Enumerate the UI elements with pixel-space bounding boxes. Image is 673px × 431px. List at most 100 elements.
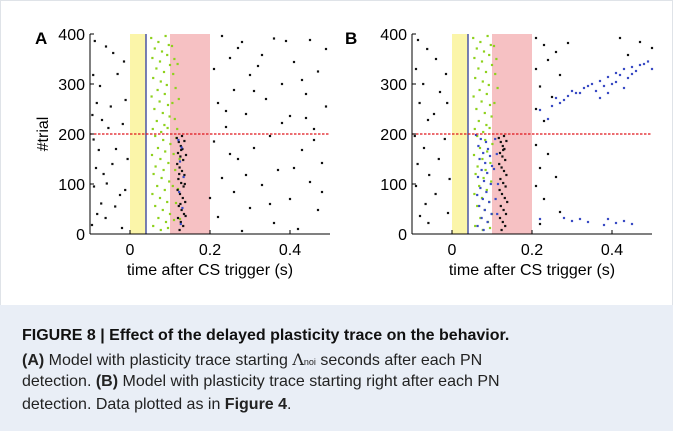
data-point <box>505 173 508 177</box>
data-point <box>566 94 570 98</box>
data-point <box>160 50 164 53</box>
data-point <box>626 76 630 80</box>
data-point <box>124 98 127 102</box>
chart-panel-a: 0 100 200 300 400 0 0.2 0.4 time after CS trigge… <box>35 27 330 279</box>
data-point <box>488 126 491 130</box>
data-point <box>488 103 492 107</box>
data-point <box>236 46 240 50</box>
series-0 <box>413 36 654 226</box>
data-point <box>502 208 505 212</box>
data-point <box>476 165 479 168</box>
data-point <box>496 182 500 186</box>
data-point <box>472 36 475 40</box>
data-point <box>152 172 155 176</box>
y-tick-label: 0 <box>398 227 407 244</box>
x-axis-label: time after CS trigger (s) <box>449 262 615 279</box>
data-point <box>416 38 420 42</box>
data-point <box>488 154 492 158</box>
data-point <box>224 125 228 129</box>
series-3 <box>177 138 185 226</box>
data-point <box>150 95 153 98</box>
data-point <box>480 100 483 103</box>
data-point <box>248 73 252 77</box>
figure-4-link[interactable]: Figure 4 <box>224 396 288 413</box>
data-point <box>183 182 186 186</box>
data-point <box>542 43 546 47</box>
data-point <box>252 89 256 93</box>
caption-title: FIGURE 8 | Effect of the delayed plastic… <box>22 327 510 344</box>
data-point <box>503 196 506 200</box>
data-point <box>152 224 155 228</box>
data-point <box>437 157 440 161</box>
data-point <box>90 223 94 227</box>
data-point <box>434 192 437 196</box>
data-point <box>167 43 170 47</box>
data-point <box>184 214 187 218</box>
data-point <box>495 57 498 61</box>
series-2 <box>474 60 654 232</box>
data-point <box>104 216 107 220</box>
data-point <box>558 101 562 105</box>
data-point <box>478 184 481 188</box>
data-point <box>438 90 442 94</box>
data-point <box>216 215 220 219</box>
data-point <box>179 144 182 148</box>
data-point <box>486 220 489 224</box>
data-point <box>538 222 542 226</box>
x-axis-label: time after CS trigger (s) <box>127 262 293 279</box>
data-point <box>91 113 94 117</box>
data-point <box>288 114 292 118</box>
data-point <box>248 206 252 210</box>
data-point <box>542 197 546 201</box>
data-point <box>168 212 172 216</box>
data-point <box>598 96 602 100</box>
data-point <box>312 138 316 142</box>
data-point <box>272 37 276 40</box>
data-point <box>180 148 183 152</box>
data-point <box>497 136 500 140</box>
x-tick-label: 0 <box>448 242 457 259</box>
data-point <box>173 57 176 61</box>
y-tick-label: 100 <box>58 177 85 194</box>
data-point <box>478 157 481 161</box>
panel-label: B <box>345 29 357 48</box>
data-point <box>280 121 284 125</box>
data-point <box>482 50 486 53</box>
data-point <box>172 218 176 222</box>
data-point <box>167 161 170 165</box>
data-point <box>126 157 129 161</box>
data-point <box>492 44 496 48</box>
data-point <box>490 212 493 216</box>
data-point <box>506 200 509 204</box>
data-point <box>112 51 115 55</box>
data-point <box>500 192 504 196</box>
data-point <box>566 41 570 45</box>
figure-caption: FIGURE 8 | Effect of the delayed plastic… <box>0 305 673 431</box>
data-point <box>178 160 182 163</box>
data-point <box>486 171 489 175</box>
data-point <box>501 155 504 158</box>
data-point <box>414 67 418 71</box>
data-point <box>182 158 185 162</box>
data-point <box>284 39 288 43</box>
data-point <box>485 188 488 192</box>
data-point <box>168 115 171 118</box>
x-tick-label: 0 <box>126 242 135 259</box>
data-point <box>622 86 626 90</box>
data-point <box>558 73 562 77</box>
data-point <box>180 134 184 138</box>
y-tick-label: 100 <box>380 177 407 194</box>
data-point <box>598 79 602 83</box>
data-point <box>546 117 550 121</box>
data-point <box>100 202 103 205</box>
data-point <box>114 205 117 208</box>
data-point <box>504 224 507 228</box>
data-point <box>424 202 427 206</box>
data-point <box>94 166 98 170</box>
data-point <box>181 147 184 151</box>
data-point <box>177 140 180 144</box>
data-point <box>582 86 586 90</box>
data-point <box>161 111 164 115</box>
data-point <box>505 139 508 143</box>
data-point <box>158 60 162 63</box>
